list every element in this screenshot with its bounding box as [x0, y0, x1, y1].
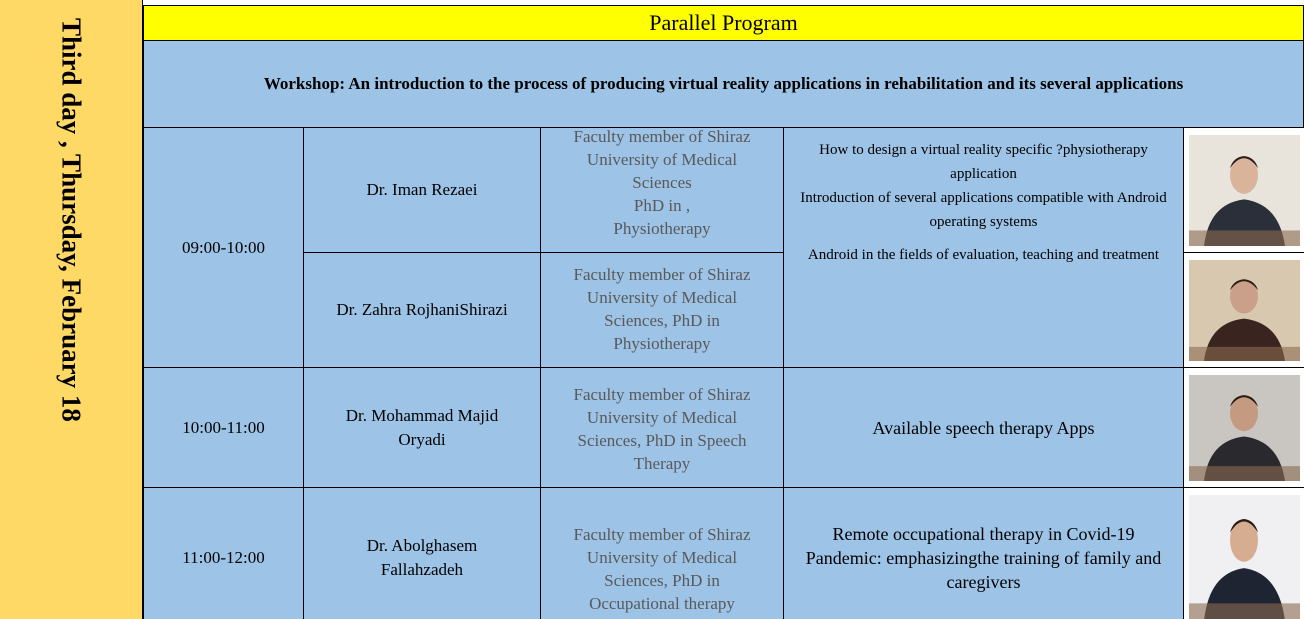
affiliation-line: PhD in ,	[633, 196, 691, 215]
name-cell: Dr. Abolghasem Fallahzadeh	[303, 487, 541, 619]
affiliation-line: Sciences, PhD in Speech	[577, 431, 747, 450]
affiliation-line: Occupational therapy	[589, 594, 735, 613]
speaker-name: Dr. Abolghasem Fallahzadeh	[366, 535, 478, 579]
topic-text: Introduction of several applications com…	[800, 189, 1167, 230]
day-label: Third day , Thursday, February 18	[56, 18, 87, 422]
time-cell: 11:00-12:00	[143, 487, 304, 619]
affiliation-line: Sciences	[632, 173, 692, 192]
affiliation-line: Physiotherapy	[613, 219, 711, 238]
affiliation-line: Faculty member of Shiraz	[573, 127, 751, 146]
speaker-name: Dr. Mohammad Majid Oryadi	[345, 405, 499, 449]
time-cell: 09:00-10:00	[143, 127, 304, 368]
affiliation-line: Therapy	[633, 454, 691, 473]
topic-block: Android in the fields of evaluation, tea…	[808, 243, 1159, 348]
affiliation-line: University of Medical	[586, 150, 738, 169]
photo-cell	[1183, 487, 1304, 619]
photo-cell	[1183, 252, 1304, 368]
affiliation-line: Faculty member of Shiraz	[573, 265, 751, 284]
speaker-photo	[1188, 374, 1300, 481]
name-cell: Dr. Mohammad Majid Oryadi	[303, 367, 541, 488]
affiliation-cell: Faculty member of Shiraz University of Me…	[540, 127, 784, 253]
topic-cell: Available speech therapy Apps	[783, 367, 1184, 488]
photo-cell	[1183, 367, 1304, 488]
speaker-name: Dr. Zahra RojhaniShirazi	[336, 300, 508, 319]
topic-text: Available speech therapy Apps	[872, 417, 1095, 438]
day-column: Third day , Thursday, February 18	[0, 0, 143, 619]
affiliation-cell: Faculty member of Shiraz University of Me…	[540, 367, 784, 488]
title-cell: Parallel Program	[143, 5, 1304, 41]
speaker-photo	[1188, 259, 1300, 361]
name-cell: Dr. Zahra RojhaniShirazi	[303, 252, 541, 368]
time: 09:00-10:00	[181, 237, 266, 257]
topic-cell: Remote occupational therapy in Covid-19 …	[783, 487, 1184, 619]
title: Parallel Program	[649, 10, 798, 35]
affiliation-line: Faculty member of Shiraz	[573, 525, 751, 544]
affiliation-line: Sciences, PhD in	[604, 571, 720, 590]
topic-cell: How to design a virtual reality specific…	[783, 127, 1184, 368]
affiliation-line: University of Medical	[586, 288, 738, 307]
topic-text: Android in the fields of evaluation, tea…	[807, 247, 1160, 263]
affiliation-line: Sciences, PhD in	[604, 311, 720, 330]
topic-text: How to design a virtual reality specific…	[819, 141, 1148, 182]
name-cell: Dr. Iman Rezaei	[303, 127, 541, 253]
affiliation-line: Faculty member of Shiraz	[573, 385, 751, 404]
time-cell: 10:00-11:00	[143, 367, 304, 488]
topic-text: Remote occupational therapy in Covid-19 …	[805, 523, 1162, 592]
topic-block: How to design a virtual reality specific…	[790, 128, 1177, 243]
speaker-name: Dr. Iman Rezaei	[366, 180, 478, 199]
affiliation-cell: Faculty member of Shiraz University of Me…	[540, 487, 784, 619]
affiliation-line: University of Medical	[586, 408, 738, 427]
affiliation-line: Physiotherapy	[613, 334, 711, 353]
workshop-title: Workshop: An introduction to the process…	[263, 74, 1184, 93]
photo-cell	[1183, 127, 1304, 253]
time: 10:00-11:00	[182, 417, 265, 437]
speaker-photo	[1188, 494, 1300, 619]
workshop-cell: Workshop: An introduction to the process…	[143, 40, 1304, 128]
time: 11:00-12:00	[182, 547, 265, 567]
speaker-photo	[1188, 134, 1300, 246]
affiliation-line: University of Medical	[586, 548, 738, 567]
affiliation-cell: Faculty member of Shiraz University of Me…	[540, 252, 784, 368]
